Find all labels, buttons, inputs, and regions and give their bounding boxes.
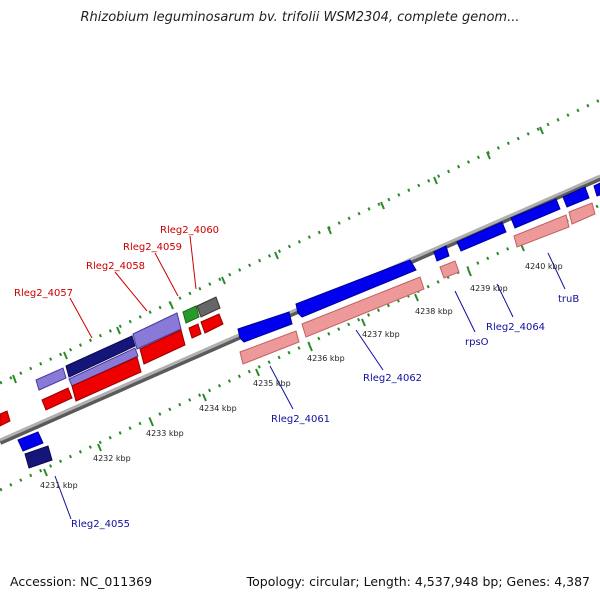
- gene-feature[interactable]: [71, 356, 142, 402]
- tick-label: 4240 kbp: [525, 262, 563, 271]
- gene-label[interactable]: Rleg2_4062: [363, 373, 422, 384]
- gene-feature[interactable]: [24, 445, 53, 469]
- gene-feature[interactable]: [593, 182, 600, 197]
- gene-feature[interactable]: [439, 260, 460, 279]
- gene-label[interactable]: Rleg2_4058: [86, 261, 145, 272]
- outer-tick-track: [0, 98, 600, 385]
- gene-label[interactable]: Rleg2_4055: [71, 519, 130, 530]
- tick-labels: 4231 kbp 4232 kbp 4233 kbp 4234 kbp 4235…: [40, 262, 563, 490]
- gene-label[interactable]: Rleg2_4061: [271, 414, 330, 425]
- gene-feature[interactable]: [513, 214, 570, 248]
- genome-stats-text: Topology: circular; Length: 4,537,948 bp…: [246, 574, 590, 589]
- gene-label[interactable]: truB: [558, 294, 579, 305]
- gene-feature[interactable]: [237, 311, 293, 343]
- accession-text: Accession: NC_011369: [10, 574, 153, 589]
- inner-tick-track: [0, 203, 600, 492]
- gene-feature[interactable]: [239, 330, 300, 365]
- gene-feature[interactable]: [0, 410, 11, 427]
- gene-feature[interactable]: [132, 312, 182, 350]
- label-leader-lines: [54, 235, 566, 520]
- tick-label: 4236 kbp: [307, 354, 345, 363]
- gene-feature[interactable]: [295, 259, 417, 318]
- gene-feature[interactable]: [456, 221, 507, 252]
- gene-label[interactable]: Rleg2_4057: [14, 288, 73, 299]
- gene-labels: Rleg2_4057 Rleg2_4058 Rleg2_4059 Rleg2_4…: [14, 225, 579, 530]
- tick-label: 4237 kbp: [362, 330, 400, 339]
- gene-label[interactable]: Rleg2_4059: [123, 242, 182, 253]
- gene-label[interactable]: Rleg2_4064: [486, 322, 545, 333]
- gene-feature[interactable]: [182, 305, 200, 324]
- gene-feature[interactable]: [200, 313, 224, 334]
- gene-feature[interactable]: [139, 329, 186, 365]
- tick-label: 4231 kbp: [40, 481, 78, 490]
- reverse-strand-features: [0, 202, 596, 469]
- tick-label: 4233 kbp: [146, 429, 184, 438]
- gene-feature[interactable]: [510, 198, 561, 229]
- gene-feature[interactable]: [196, 296, 221, 318]
- gene-feature[interactable]: [433, 245, 450, 262]
- gene-feature[interactable]: [41, 387, 73, 411]
- gene-feature[interactable]: [35, 367, 67, 391]
- gene-feature[interactable]: [568, 202, 596, 225]
- gene-feature[interactable]: [65, 335, 136, 378]
- gene-feature[interactable]: [17, 431, 44, 452]
- gene-label[interactable]: Rleg2_4060: [160, 225, 219, 236]
- gene-label[interactable]: rpsO: [465, 337, 489, 348]
- tick-label: 4239 kbp: [470, 284, 508, 293]
- gene-feature[interactable]: [188, 323, 202, 339]
- map-title: Rhizobium leguminosarum bv. trifolii WSM…: [80, 10, 520, 25]
- outer-major-ticks: [12, 126, 544, 384]
- tick-label: 4235 kbp: [253, 379, 291, 388]
- gene-feature[interactable]: [562, 186, 590, 208]
- gene-feature[interactable]: [301, 276, 425, 338]
- forward-strand-features: [35, 182, 600, 391]
- tick-label: 4232 kbp: [93, 454, 131, 463]
- gene-feature[interactable]: [68, 347, 139, 387]
- tick-label: 4238 kbp: [415, 307, 453, 316]
- tick-label: 4234 kbp: [199, 404, 237, 413]
